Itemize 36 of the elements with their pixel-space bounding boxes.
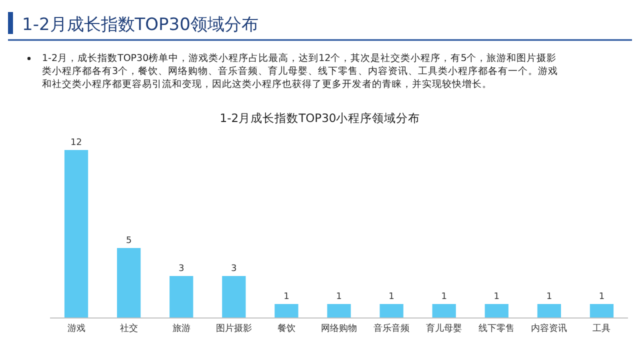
- data-label: 1: [598, 292, 605, 302]
- x-tick-label: 育儿母婴: [426, 323, 462, 334]
- data-label: 1: [441, 292, 447, 302]
- data-label: 1: [546, 292, 552, 302]
- bar: [432, 304, 456, 318]
- bar: [116, 248, 141, 318]
- data-label: 12: [70, 138, 82, 148]
- x-tick-label: 内容资讯: [531, 323, 568, 334]
- data-label: 1: [388, 292, 394, 302]
- data-label: 5: [126, 236, 132, 246]
- data-label: 1: [336, 292, 342, 302]
- data-label: 3: [178, 264, 184, 274]
- bar: [537, 304, 562, 318]
- x-tick-label: 旅游: [172, 323, 190, 334]
- bar: [170, 276, 194, 318]
- bar: [222, 276, 246, 318]
- x-tick-label: 餐饮: [277, 323, 296, 334]
- bar: [64, 150, 88, 318]
- x-tick-label: 音乐音频: [374, 323, 410, 334]
- x-tick-label: 线下零售: [478, 323, 515, 334]
- x-tick-label: 游戏: [67, 323, 86, 334]
- bar: [590, 304, 614, 318]
- x-tick-label: 工具: [592, 323, 611, 334]
- data-label: 3: [231, 264, 237, 274]
- bar: [327, 304, 351, 318]
- chart-title: 1-2月成长指数TOP30领域分布: [22, 15, 258, 35]
- x-tick-label: 社交: [120, 323, 138, 334]
- text: 1-2月，成长指数TOP30榜单中，游戏类小程序占比最高，达到12个，其次是社交类小程序，有5个，旅游和图片摄影类小程序都各有3个，餐饮、网络购物、音乐音频、育儿母婴、线下零售、内容资讯、工具类小程序都各有一个。游戏和社交类小程序都更容易引流和变现，因此这类小程序也获得了更多开发者的青睐，并实现较快增长。: [42, 52, 560, 91]
- x-tick-label: 网络购物: [321, 323, 357, 334]
- data-label: 1: [284, 292, 290, 302]
- bar: [484, 304, 508, 318]
- data-label: 1: [494, 292, 500, 302]
- bar: [274, 304, 298, 318]
- x-tick-label: 图片摄影: [216, 323, 252, 334]
- bar: [380, 304, 404, 318]
- chart-subtitle: 1-2月成长指数TOP30小程序领域分布: [220, 111, 420, 125]
